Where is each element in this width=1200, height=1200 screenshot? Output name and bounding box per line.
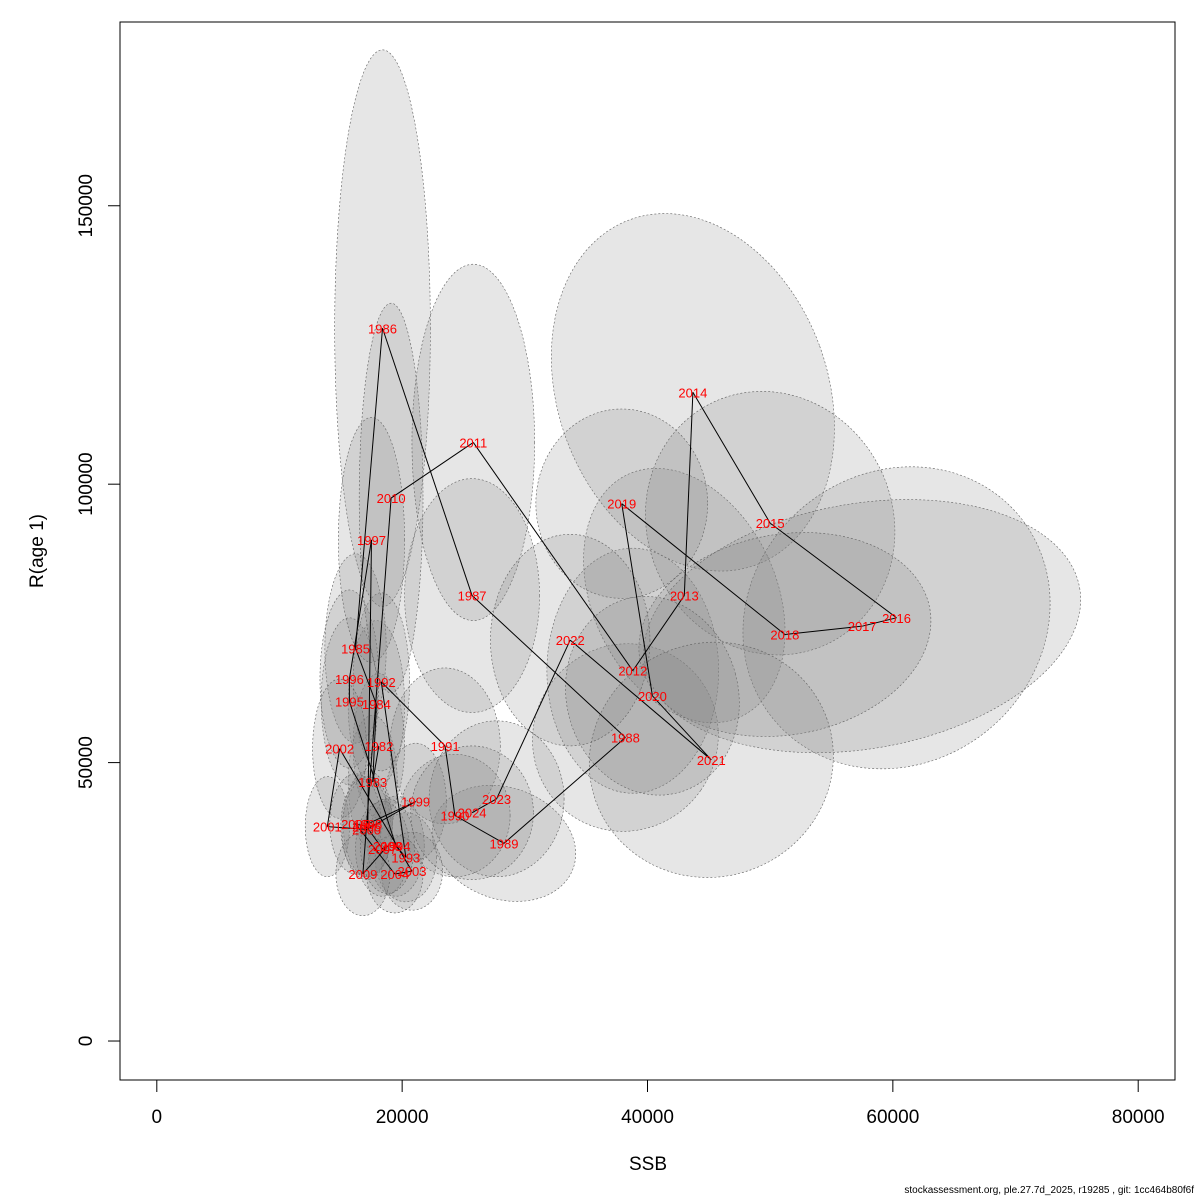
segment-2012-2013	[632, 595, 685, 672]
year-label-2018: 2018	[770, 628, 799, 643]
year-label-2005: 2005	[341, 817, 370, 832]
ellipse-2011	[411, 263, 535, 621]
segment-1986-1987	[382, 328, 473, 596]
year-label-1992: 1992	[367, 675, 396, 690]
year-label-2008: 2008	[373, 839, 402, 854]
segment-2013-2014	[683, 392, 694, 596]
segment-2004-2005	[355, 823, 396, 875]
year-label-2001: 2001	[313, 820, 342, 835]
year-label-2002: 2002	[325, 742, 354, 757]
year-label-1996: 1996	[335, 672, 364, 687]
segment-2014-2015	[692, 392, 771, 524]
segment-2005-2006	[355, 823, 367, 828]
segment-1994-1995	[348, 701, 397, 847]
x-tick-label-40000: 40000	[621, 1107, 674, 1128]
year-label-1989: 1989	[490, 836, 519, 851]
year-label-2016: 2016	[882, 611, 911, 626]
year-label-1982: 1982	[364, 739, 393, 754]
year-label-2009: 2009	[348, 867, 377, 882]
trajectory-lines	[326, 328, 897, 875]
segment-2003-2004	[394, 870, 413, 875]
segment-2009-2010	[362, 498, 392, 875]
year-label-2006: 2006	[352, 820, 381, 835]
segment-2016-2017	[862, 617, 897, 627]
year-label-2014: 2014	[678, 385, 707, 400]
segment-1997-1998	[367, 539, 372, 824]
segment-2019-2020	[621, 503, 653, 696]
footer-source: stockassessment.org, ple.27.7d_2025, r19…	[904, 1185, 1194, 1196]
segment-2022-2023	[496, 639, 571, 800]
x-tick-label-80000: 80000	[1112, 1107, 1165, 1128]
year-label-1986: 1986	[368, 321, 397, 336]
segment-2020-2021	[652, 695, 712, 761]
year-label-1997: 1997	[357, 533, 386, 548]
year-label-1990: 1990	[440, 809, 469, 824]
year-label-1984: 1984	[362, 697, 391, 712]
year-label-2024: 2024	[458, 806, 487, 821]
year-label-2007: 2007	[368, 842, 397, 857]
x-tick-label-20000: 20000	[376, 1107, 429, 1128]
segment-1999-2000	[366, 801, 416, 830]
year-label-1998: 1998	[353, 817, 382, 832]
segment-1991-1992	[380, 681, 446, 747]
y-axis: 0 50000 100000 150000	[76, 174, 121, 1047]
year-label-2004: 2004	[380, 867, 409, 882]
year-label-2011: 2011	[459, 435, 487, 450]
segment-1983-1984	[372, 704, 377, 783]
y-tick-label-100000: 100000	[76, 452, 97, 515]
y-tick-label-0: 0	[76, 1036, 97, 1047]
x-axis-label: SSB	[629, 1154, 667, 1175]
year-label-2012: 2012	[618, 664, 647, 679]
segment-1996-1997	[348, 539, 372, 680]
x-tick-label-60000: 60000	[866, 1107, 919, 1128]
segment-2021-2022	[569, 639, 712, 761]
year-label-1991: 1991	[431, 739, 460, 754]
year-label-1985: 1985	[341, 641, 370, 656]
segment-2023-2024	[471, 798, 497, 814]
segment-1998-1999	[367, 801, 416, 825]
year-label-2013: 2013	[670, 589, 699, 604]
year-label-1995: 1995	[335, 694, 364, 709]
year-label-2003: 2003	[398, 864, 427, 879]
segment-2018-2019	[621, 503, 786, 635]
year-label-2023: 2023	[482, 792, 511, 807]
x-axis: 0 20000 40000 60000 80000	[152, 1079, 1165, 1128]
year-label-2017: 2017	[848, 619, 877, 634]
year-label-2019: 2019	[607, 497, 636, 512]
segment-2002-2003	[339, 748, 413, 872]
segment-1987-1988	[471, 595, 626, 738]
year-label-1994: 1994	[382, 839, 411, 854]
year-label-2022: 2022	[556, 633, 585, 648]
confidence-ellipses	[304, 49, 1081, 917]
year-labels: 1982 1983 1984 1985 1986 1987 1988 1989 1990 1991…	[313, 321, 911, 882]
segment-1990-1991	[444, 745, 456, 816]
y-tick-label-50000: 50000	[76, 736, 97, 789]
segment-2001-2002	[326, 748, 341, 827]
segment-2010-2011	[390, 442, 474, 499]
segment-2006-2007	[366, 826, 383, 850]
year-label-2015: 2015	[756, 516, 785, 531]
year-label-2000: 2000	[352, 822, 381, 837]
year-label-2020: 2020	[638, 689, 667, 704]
x-tick-label-0: 0	[152, 1107, 163, 1128]
segment-2017-2018	[784, 625, 863, 636]
y-axis-label: R(age 1)	[27, 514, 48, 588]
segment-1992-1993	[380, 681, 407, 858]
segment-1985-1986	[355, 328, 384, 649]
year-label-1999: 1999	[401, 795, 430, 810]
year-label-1987: 1987	[458, 589, 487, 604]
segment-2015-2016	[769, 522, 897, 619]
year-label-1983: 1983	[358, 775, 387, 790]
segment-2008-2009	[362, 845, 388, 875]
year-label-2010: 2010	[377, 491, 406, 506]
segment-2011-2012	[472, 442, 634, 672]
y-tick-label-150000: 150000	[76, 174, 97, 237]
segment-1989-1990	[454, 815, 505, 844]
year-label-1993: 1993	[391, 850, 420, 865]
year-label-1988: 1988	[611, 731, 640, 746]
segment-1984-1985	[355, 648, 377, 705]
year-label-2021: 2021	[697, 753, 726, 768]
segment-1988-1989	[503, 737, 626, 844]
